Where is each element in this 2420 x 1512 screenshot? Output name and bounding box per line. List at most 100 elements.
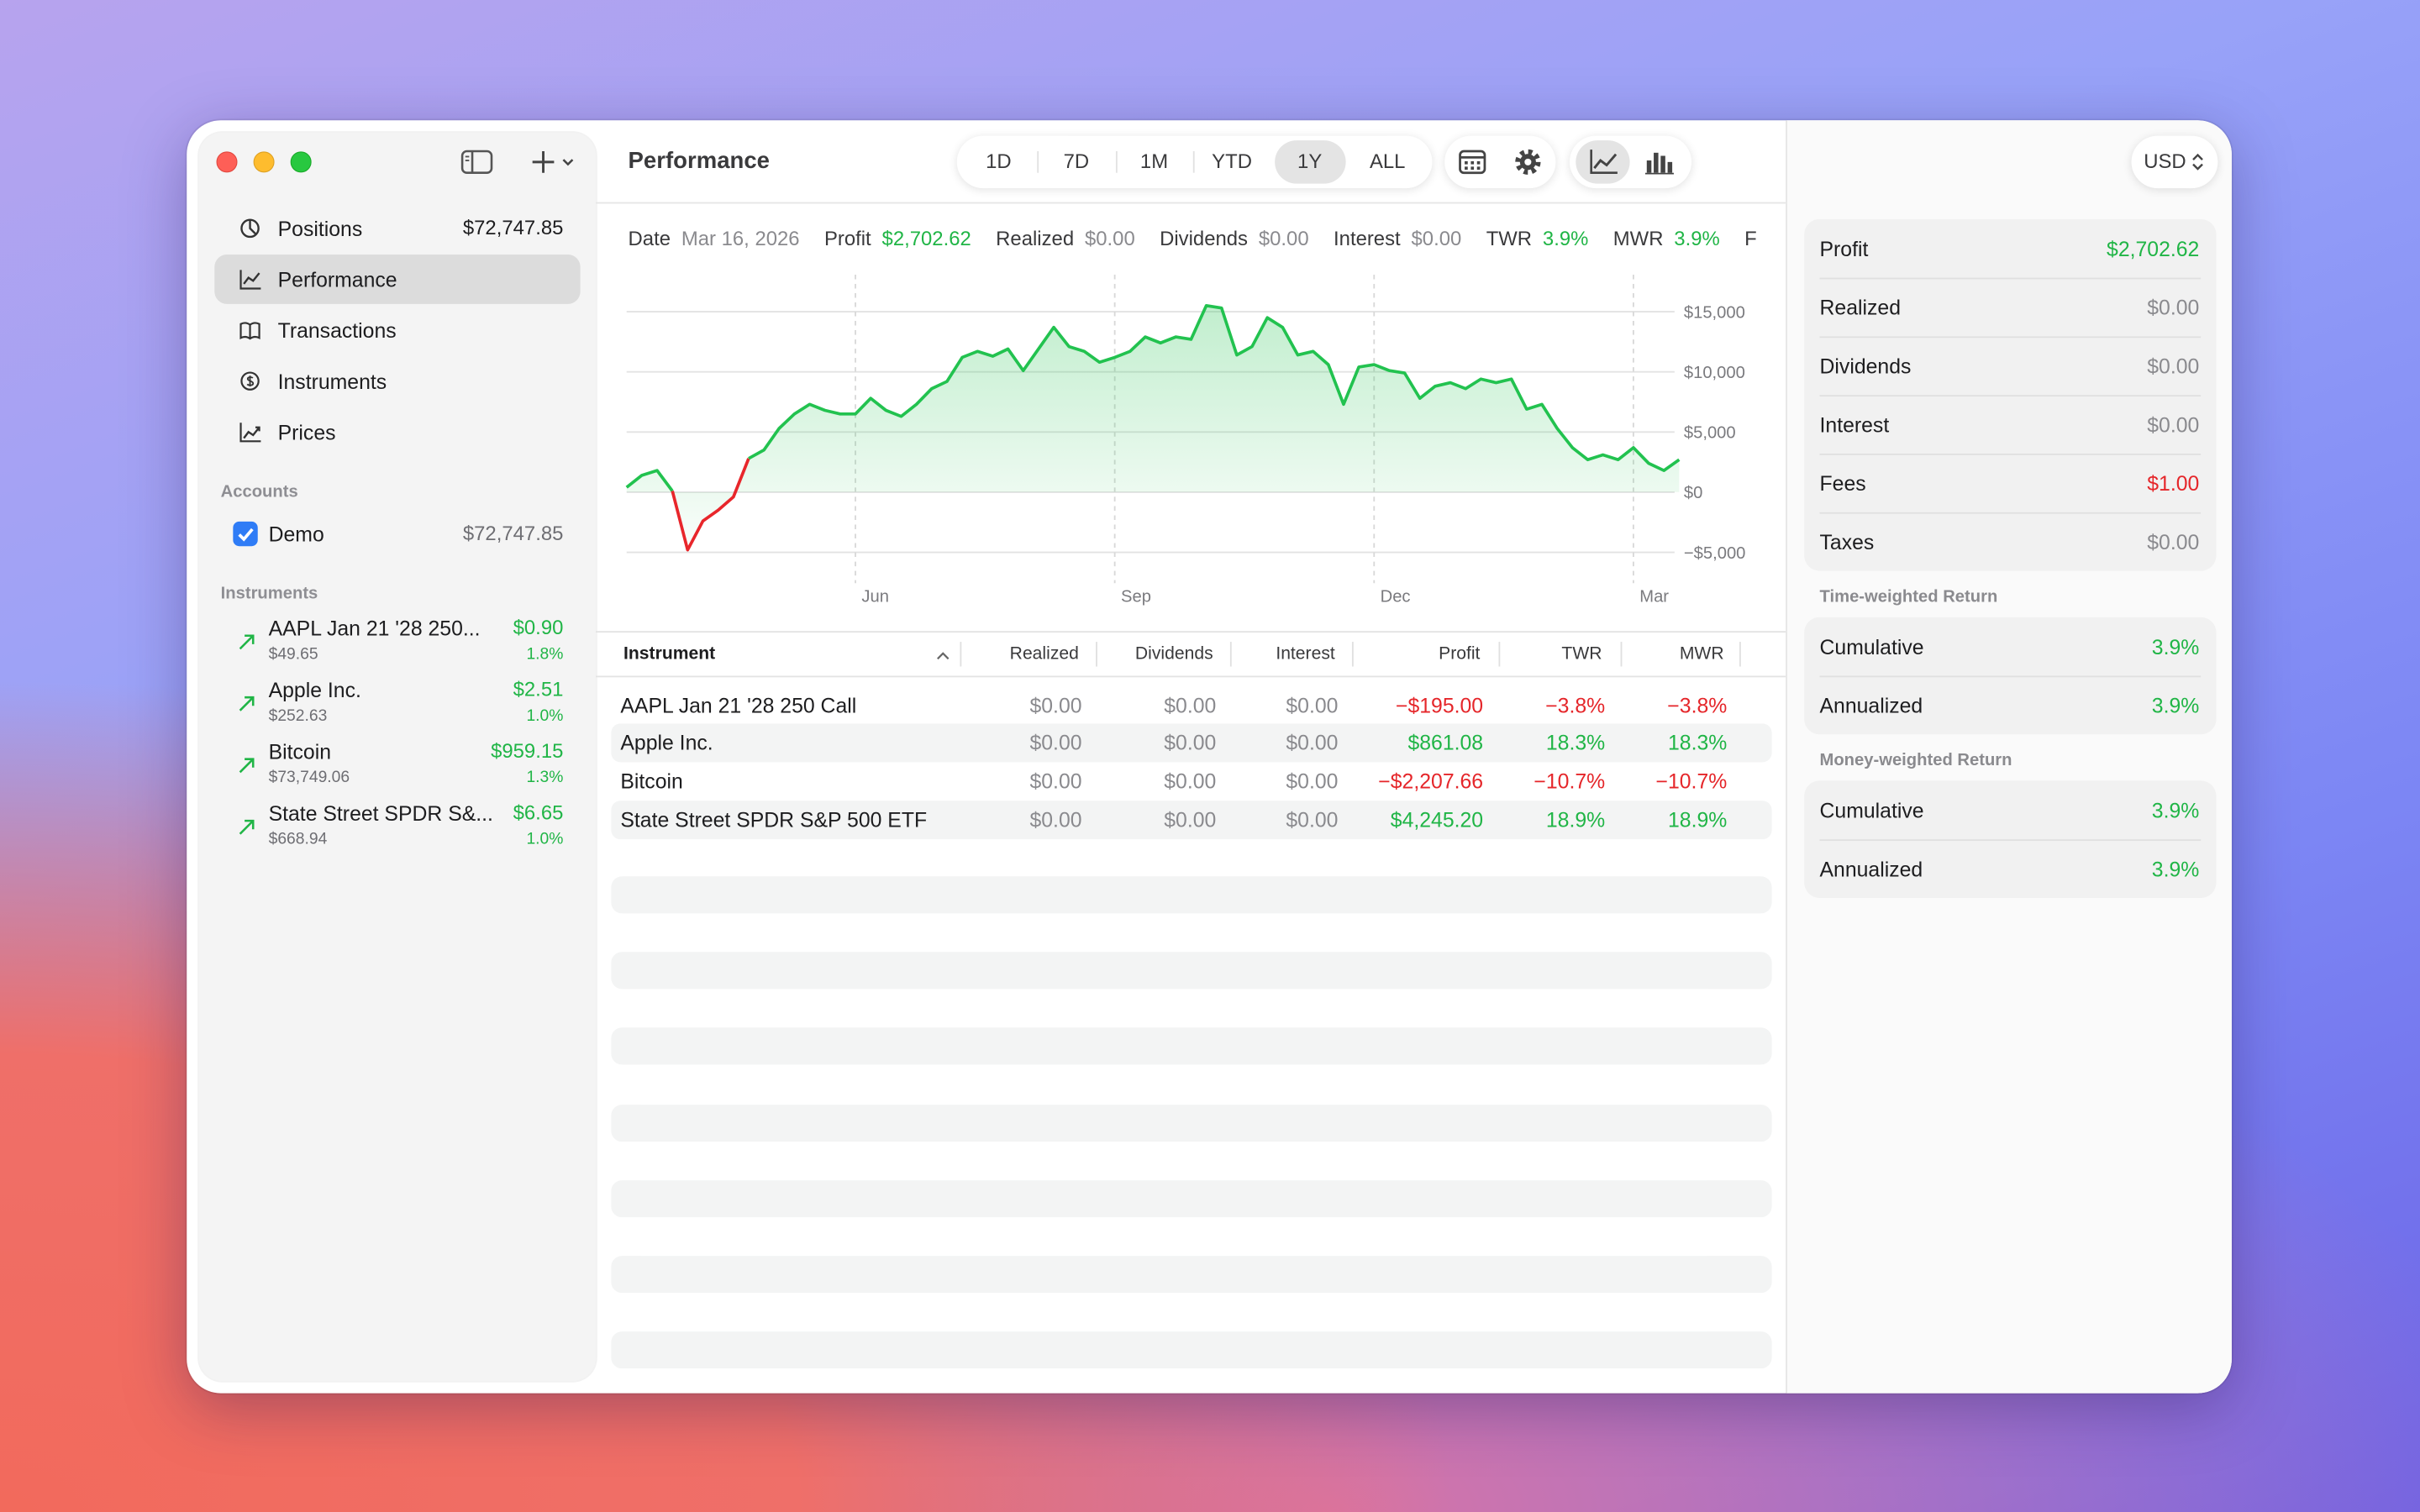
- column-header[interactable]: TWR: [1561, 643, 1602, 663]
- column-separator: [1498, 642, 1501, 667]
- nav-label[interactable]: Positions: [277, 217, 363, 240]
- metric-label: Cumulative: [1819, 634, 1924, 659]
- profit-area: [626, 305, 1680, 550]
- instrument-percent: 1.0%: [526, 829, 564, 848]
- trend-arrow: [239, 634, 255, 650]
- toolbar-divider: [595, 202, 1786, 204]
- metric-value: 3.9%: [2151, 634, 2200, 659]
- nav-icon[interactable]: [239, 319, 263, 343]
- row-stripe: [611, 723, 1772, 763]
- instrument-name[interactable]: Apple Inc.: [268, 678, 361, 701]
- summary-value: 3.9%: [1674, 227, 1720, 250]
- table-cell: $4,245.20: [1390, 807, 1484, 832]
- settings-button[interactable]: [1512, 146, 1544, 177]
- summary-label: Dividends: [1160, 227, 1249, 250]
- placeholder-row: [611, 1104, 1772, 1142]
- nav-label[interactable]: Performance: [277, 267, 397, 291]
- add-button[interactable]: [529, 148, 579, 176]
- instrument-percent: 1.3%: [526, 767, 564, 786]
- metric-label: Dividends: [1819, 354, 1912, 378]
- table-cell[interactable]: State Street SPDR S&P 500 ETF: [620, 807, 928, 832]
- account-checkbox[interactable]: [233, 521, 258, 547]
- metric-label: Fees: [1819, 471, 1866, 495]
- performance-chart: −$5,000 $0 $5,000 $10,000 $15,000 Jun Sep Dec Ma…: [625, 274, 1746, 606]
- table-cell[interactable]: Apple Inc.: [620, 731, 713, 755]
- summary-value: Mar 16, 2026: [681, 227, 800, 250]
- currency-label[interactable]: USD: [2144, 150, 2186, 173]
- range-separator: [1037, 151, 1039, 173]
- range-button[interactable]: 1M: [1139, 150, 1169, 173]
- nav-label[interactable]: Transactions: [277, 318, 397, 342]
- currency-chevron[interactable]: [2191, 153, 2204, 171]
- metric-label: Cumulative: [1819, 798, 1924, 822]
- row-divider: [1819, 277, 2202, 280]
- metric-value: $0.00: [2147, 354, 2200, 378]
- account-name[interactable]: Demo: [268, 522, 324, 546]
- section-heading: Instruments: [220, 585, 318, 604]
- metric-label: Interest: [1819, 412, 1890, 436]
- nav-icon[interactable]: [239, 269, 263, 292]
- range-button[interactable]: 7D: [1063, 150, 1090, 173]
- nav-icon[interactable]: [239, 370, 263, 394]
- instrument-name[interactable]: Bitcoin: [268, 739, 332, 764]
- table-cell[interactable]: Bitcoin: [620, 769, 683, 793]
- trend-arrow: [239, 819, 255, 835]
- table-cell: −3.8%: [1667, 693, 1728, 717]
- profit-line: [625, 469, 674, 492]
- instrument-name[interactable]: AAPL Jan 21 '28 250...: [268, 616, 481, 640]
- instrument-price: $252.63: [268, 706, 328, 725]
- metric-value: $0.00: [2147, 295, 2200, 319]
- summary-value: $2,702.62: [881, 227, 971, 250]
- table-cell: $0.00: [1029, 769, 1082, 793]
- instrument-change: $0.90: [513, 615, 564, 639]
- summary-label: Realized: [996, 227, 1075, 250]
- column-header[interactable]: Instrument: [623, 643, 716, 663]
- summary-value: 3.9%: [1542, 227, 1589, 250]
- metric-value: $1.00: [2147, 471, 2200, 495]
- calendar-button[interactable]: [1457, 148, 1488, 176]
- y-tick-label: −$5,000: [1684, 544, 1746, 563]
- nav-icon[interactable]: [239, 218, 263, 241]
- column-header[interactable]: MWR: [1679, 643, 1724, 663]
- window-controls[interactable]: [212, 146, 320, 177]
- range-button[interactable]: 1Y: [1297, 150, 1323, 173]
- column-header[interactable]: Dividends: [1134, 643, 1213, 663]
- line-mode-button[interactable]: [1588, 148, 1619, 176]
- column-header[interactable]: Profit: [1439, 643, 1481, 663]
- column-header[interactable]: Interest: [1276, 643, 1335, 663]
- summary-label: Profit: [823, 227, 871, 250]
- instrument-percent: 1.8%: [526, 643, 564, 663]
- range-button[interactable]: 1D: [986, 150, 1012, 173]
- metric-label: Annualized: [1819, 693, 1923, 717]
- sort-indicator[interactable]: [935, 649, 950, 662]
- nav-label[interactable]: Prices: [277, 420, 336, 444]
- table-cell: $0.00: [1286, 693, 1339, 717]
- metric-value: 3.9%: [2151, 857, 2200, 880]
- instrument-name[interactable]: State Street SPDR S&...: [268, 801, 493, 825]
- sidebar-toggle[interactable]: [460, 148, 493, 176]
- bar-mode-button[interactable]: [1644, 148, 1675, 176]
- placeholder-row: [611, 1331, 1772, 1369]
- table-cell: $0.00: [1029, 693, 1082, 717]
- sidebar: [198, 132, 596, 1381]
- range-button[interactable]: ALL: [1369, 150, 1406, 173]
- trend-arrow: [239, 696, 255, 711]
- nav-label[interactable]: Instruments: [277, 369, 387, 393]
- currency-button[interactable]: [2131, 135, 2218, 189]
- placeholder-row: [611, 952, 1772, 990]
- group-heading: Money-weighted Return: [1819, 751, 2012, 770]
- range-button[interactable]: YTD: [1212, 150, 1252, 173]
- row-divider: [1819, 395, 2202, 397]
- column-header[interactable]: Realized: [1009, 643, 1079, 663]
- table-cell[interactable]: AAPL Jan 21 '28 250 Call: [620, 693, 857, 717]
- x-tick-label: Sep: [1121, 587, 1151, 606]
- table-cell: −$2,207.66: [1378, 769, 1484, 793]
- row-divider: [1819, 336, 2202, 339]
- window-title: Performance: [628, 148, 771, 175]
- table-cell: −10.7%: [1534, 769, 1606, 793]
- table-cell: $0.00: [1029, 807, 1082, 832]
- range-separator: [1115, 151, 1118, 173]
- nav-icon[interactable]: [239, 421, 263, 444]
- row-stripe: [611, 800, 1772, 839]
- instrument-price: $49.65: [268, 643, 318, 663]
